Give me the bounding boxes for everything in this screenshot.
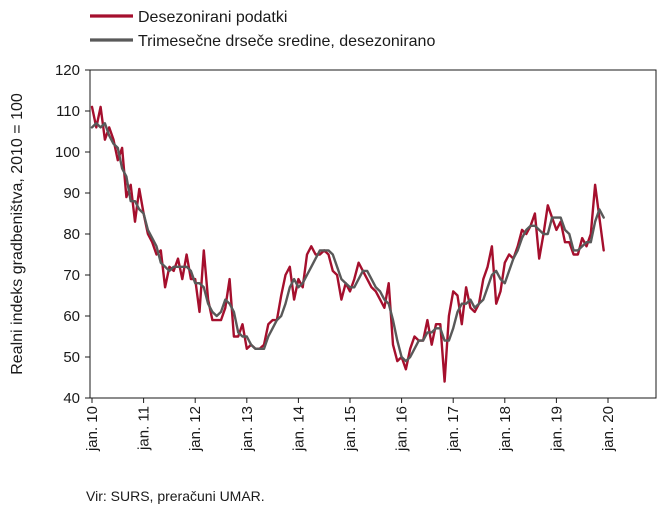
x-tick-label: jan. 14 (290, 406, 307, 452)
y-tick-label: 60 (63, 308, 80, 325)
x-tick-label: jan. 19 (548, 406, 565, 452)
series-line-2 (90, 122, 605, 363)
x-tick-label: jan. 20 (600, 406, 617, 452)
x-tick-label: jan. 10 (84, 406, 101, 452)
y-tick-label: 40 (63, 390, 80, 407)
x-axis: jan. 10 jan. 11 jan. 12 jan. 13 jan. 14 jan. … (84, 398, 617, 452)
y-tick-label: 100 (55, 144, 80, 161)
y-tick-label: 110 (56, 103, 80, 120)
legend-label-series-1: Desezonirani podatki (138, 9, 287, 26)
y-tick-label: 120 (55, 62, 80, 79)
legend-label-series-2: Trimesečne drseče sredine, desezonirano (138, 33, 435, 50)
y-axis-title: Realni indeks gradbeništva, 2010 = 100 (9, 93, 26, 375)
y-tick-label: 90 (63, 185, 80, 202)
y-tick-label: 70 (63, 267, 80, 284)
x-tick-label: jan. 13 (239, 406, 256, 452)
y-tick-label: 80 (63, 226, 80, 243)
x-tick-label: jan. 17 (445, 406, 462, 452)
y-axis: 40 50 60 70 80 90 100 110 120 (55, 62, 90, 407)
y-tick-label: 50 (63, 349, 80, 366)
source-note: Vir: SURS, preračuni UMAR. (86, 488, 265, 504)
plot-area-frame (89, 69, 657, 399)
x-tick-label: jan. 18 (497, 406, 514, 452)
x-tick-label: jan. 11 (136, 406, 153, 451)
x-tick-label: jan. 16 (394, 406, 411, 452)
x-tick-label: jan. 15 (342, 406, 359, 452)
legend: Desezonirani podatki Trimesečne drseče s… (90, 9, 435, 50)
x-tick-label: jan. 12 (187, 406, 204, 452)
series-line-1 (90, 105, 605, 383)
series-layer (90, 105, 605, 383)
